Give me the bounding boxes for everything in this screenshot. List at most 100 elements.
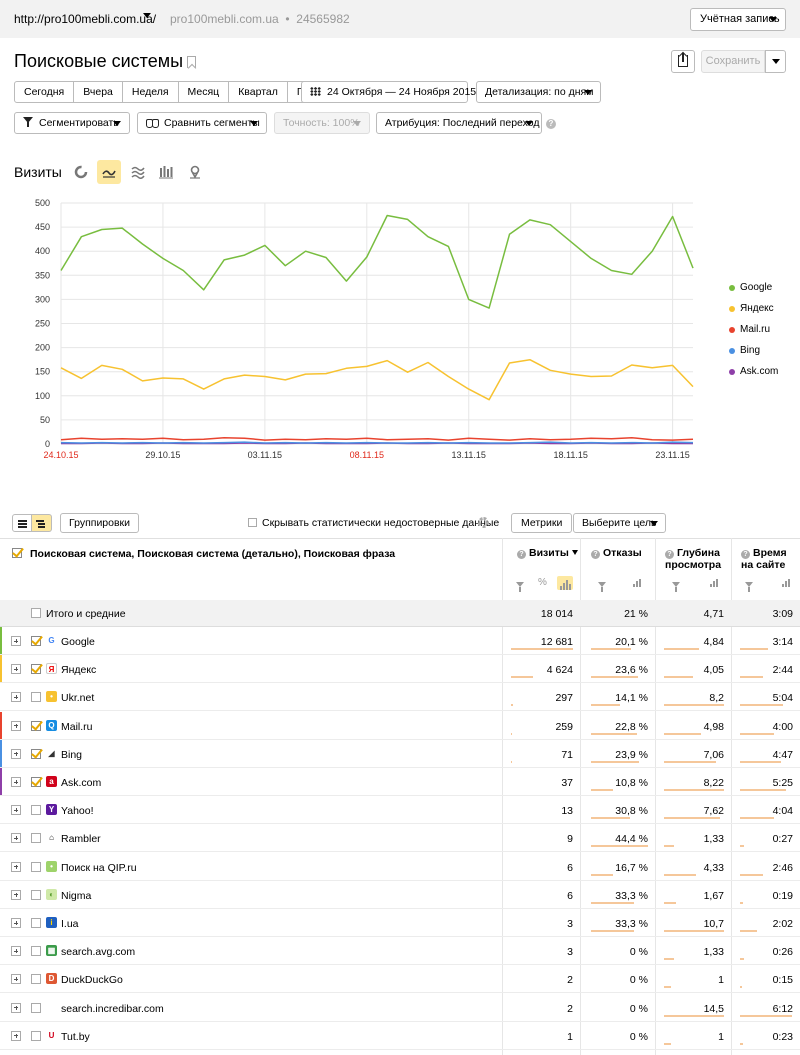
legend-item[interactable]: Mail.ru xyxy=(729,325,778,346)
goal-dropdown[interactable]: Выберите цель xyxy=(573,513,666,533)
table-row[interactable]: Q Mail.ru 259 22,8 % 4,98 4:00 xyxy=(0,711,800,740)
row-checkbox[interactable] xyxy=(31,720,41,731)
row-checkbox[interactable] xyxy=(31,636,41,646)
save-button[interactable]: Сохранить xyxy=(701,50,765,73)
row-name[interactable]: Yahoo! xyxy=(61,805,94,818)
row-checkbox[interactable] xyxy=(31,833,41,844)
save-dropdown-button[interactable] xyxy=(765,50,786,73)
row-checkbox[interactable] xyxy=(31,861,41,872)
gear-icon[interactable] xyxy=(478,517,489,528)
expand-icon[interactable] xyxy=(11,974,21,985)
expand-icon[interactable] xyxy=(11,1030,21,1041)
expand-icon[interactable] xyxy=(11,1002,21,1013)
account-button[interactable]: Учётная запись xyxy=(690,8,786,31)
legend-item[interactable]: Google xyxy=(729,283,778,304)
date-range-button[interactable]: 24 Октября — 24 Ноября 2015 xyxy=(301,81,476,103)
filter-icon[interactable] xyxy=(516,582,524,592)
expand-icon[interactable] xyxy=(11,833,21,844)
table-row[interactable]: a Ask.com 37 10,8 % 8,22 5:25 xyxy=(0,768,800,796)
chart-type-area[interactable] xyxy=(126,160,150,184)
bookmark-icon[interactable] xyxy=(187,56,196,68)
filter-icon[interactable] xyxy=(672,582,680,592)
row-name[interactable]: Поиск на QIP.ru xyxy=(61,861,137,874)
row-checkbox[interactable] xyxy=(31,1002,41,1013)
period-week[interactable]: Неделя xyxy=(122,81,179,103)
chart-type-line[interactable] xyxy=(97,160,121,184)
period-month[interactable]: Месяц xyxy=(178,81,230,103)
row-name[interactable]: Rambler xyxy=(61,833,101,846)
row-name[interactable]: I.ua xyxy=(61,918,79,930)
row-name[interactable]: Bing xyxy=(61,748,83,761)
attribution-dropdown[interactable]: Атрибуция: Последний переход xyxy=(376,112,542,134)
accuracy-dropdown[interactable]: Точность: 100% xyxy=(274,112,370,134)
table-row[interactable]: • Ukr.net 297 14,1 % 8,2 5:04 xyxy=(0,683,800,712)
row-checkbox[interactable] xyxy=(31,777,41,787)
row-checkbox[interactable] xyxy=(31,1030,41,1041)
expand-icon[interactable] xyxy=(11,918,21,928)
table-row[interactable]: i I.ua 3 33,3 % 10,7 2:02 xyxy=(0,909,800,937)
expand-icon[interactable] xyxy=(11,748,21,759)
row-name[interactable]: Nigma xyxy=(61,889,92,902)
column-visits[interactable]: ? Визиты xyxy=(517,547,578,559)
metrics-button[interactable]: Метрики xyxy=(511,513,573,533)
bar-chart-icon[interactable] xyxy=(633,579,643,587)
row-name[interactable]: Mail.ru xyxy=(61,720,93,733)
row-checkbox[interactable] xyxy=(31,946,41,957)
totals-checkbox[interactable] xyxy=(31,608,41,618)
row-name[interactable]: search.incredibar.com xyxy=(61,1002,164,1015)
filter-icon[interactable] xyxy=(598,582,606,592)
table-row[interactable]: D DuckDuckGo 2 0 % 1 0:15 xyxy=(0,965,800,994)
expand-icon[interactable] xyxy=(11,889,21,900)
expand-icon[interactable] xyxy=(11,720,21,731)
expand-icon[interactable] xyxy=(11,805,21,816)
segment-button[interactable]: Сегментировать xyxy=(14,112,130,134)
row-checkbox[interactable] xyxy=(31,805,41,816)
period-yesterday[interactable]: Вчера xyxy=(74,81,123,103)
row-checkbox[interactable] xyxy=(31,974,41,985)
row-checkbox[interactable] xyxy=(31,918,41,928)
row-name[interactable]: search.avg.com xyxy=(61,946,136,959)
row-checkbox[interactable] xyxy=(31,889,41,900)
expand-icon[interactable] xyxy=(11,636,21,646)
row-name[interactable]: Яндекс xyxy=(61,664,97,677)
row-name[interactable]: Ukr.net xyxy=(61,692,95,705)
compare-segments-button[interactable]: Сравнить сегменты xyxy=(137,112,267,134)
row-checkbox[interactable] xyxy=(31,692,41,703)
column-bounce[interactable]: ? Отказы xyxy=(591,547,642,559)
period-quarter[interactable]: Квартал xyxy=(229,81,288,103)
table-row[interactable]: ◢ Bing 71 23,9 % 7,06 4:47 xyxy=(0,739,800,768)
table-row[interactable]: search.incredibar.com 2 0 % 14,5 6:12 xyxy=(0,994,800,1022)
column-depth[interactable]: ? Глубина просмотра xyxy=(665,547,721,571)
table-row[interactable]: ◐ Nigma 6 33,3 % 1,67 0:19 xyxy=(0,881,800,909)
table-row[interactable]: Я Яндекс 4 624 23,6 % 4,05 2:44 xyxy=(0,655,800,684)
table-row[interactable]: ⌂ Rambler 9 44,4 % 1,33 0:27 xyxy=(0,824,800,853)
expand-icon[interactable] xyxy=(11,946,21,957)
expand-icon[interactable] xyxy=(11,861,21,872)
legend-item[interactable]: Яндекс xyxy=(729,304,778,325)
row-name[interactable]: DuckDuckGo xyxy=(61,974,123,987)
site-selector[interactable]: http://pro100mebli.com.ua/ xyxy=(14,12,157,26)
expand-icon[interactable] xyxy=(11,777,21,787)
table-row[interactable]: Y Yahoo! 13 30,8 % 7,62 4:04 xyxy=(0,796,800,825)
row-name[interactable]: Ask.com xyxy=(61,777,102,789)
detail-dropdown[interactable]: Детализация: по дням xyxy=(476,81,601,103)
chart-type-map[interactable] xyxy=(183,160,207,184)
row-name[interactable]: Google xyxy=(61,636,95,648)
bar-chart-icon[interactable] xyxy=(782,579,792,587)
percent-icon[interactable]: % xyxy=(538,577,547,588)
legend-item[interactable]: Ask.com xyxy=(729,367,778,388)
row-checkbox[interactable] xyxy=(31,664,41,675)
period-today[interactable]: Сегодня xyxy=(14,81,75,103)
table-row[interactable]: • Поиск на QIP.ru 6 16,7 % 4,33 2:46 xyxy=(0,853,800,881)
row-name[interactable]: Tut.by xyxy=(61,1030,90,1043)
groupings-button[interactable]: Группировки xyxy=(60,513,140,533)
hide-unreliable-checkbox[interactable] xyxy=(248,518,257,527)
legend-item[interactable]: Bing xyxy=(729,346,778,367)
expand-icon[interactable] xyxy=(11,692,21,703)
chevron-down-icon[interactable] xyxy=(143,13,151,18)
column-time[interactable]: ? Время на сайте xyxy=(741,547,787,571)
expand-icon[interactable] xyxy=(11,664,21,675)
table-row[interactable]: U Tut.by 1 0 % 1 0:23 xyxy=(0,1022,800,1050)
select-all-checkbox[interactable] xyxy=(12,548,22,558)
dimension-header[interactable]: Поисковая система, Поисковая система (де… xyxy=(30,548,396,560)
